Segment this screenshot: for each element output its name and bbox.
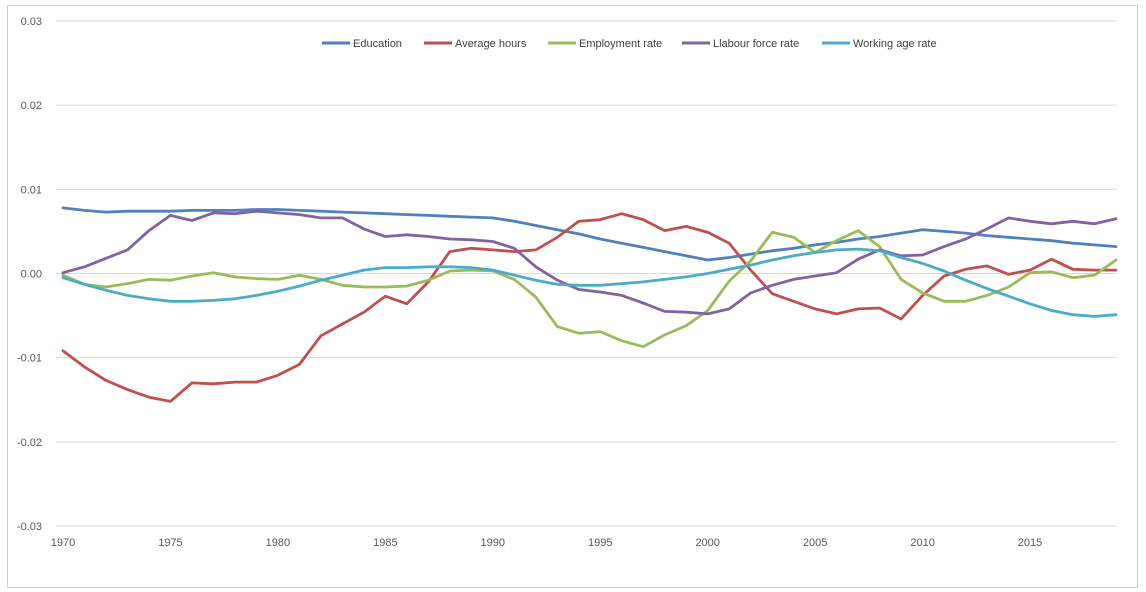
y-tick-label: 0.02 bbox=[21, 100, 42, 112]
legend-label: Employment rate bbox=[579, 38, 662, 50]
x-tick-label: 2000 bbox=[695, 537, 719, 549]
legend-label: Education bbox=[353, 38, 402, 50]
legend-label: Llabour force rate bbox=[713, 38, 799, 50]
x-axis-tick-labels: 1970 1975 1980 1985 1990 1995 2000 2005 2010 2015 bbox=[51, 537, 1043, 549]
gridlines bbox=[56, 20, 1117, 527]
x-tick-label: 1975 bbox=[158, 537, 182, 549]
x-tick-label: 1990 bbox=[481, 537, 505, 549]
x-tick-label: 1995 bbox=[588, 537, 612, 549]
series-line-employment-rate bbox=[61, 229, 1118, 349]
y-axis-tick-labels: 0.03 0.02 0.01 0.00 -0.01 -0.02 -0.03 bbox=[17, 16, 42, 533]
series-line-working-age-rate bbox=[61, 247, 1118, 318]
series-line-average-hours bbox=[61, 212, 1118, 403]
x-tick-label: 1970 bbox=[51, 537, 75, 549]
y-tick-label: -0.01 bbox=[17, 353, 42, 365]
series-line-llabour-force-rate bbox=[61, 209, 1118, 316]
y-tick-label: -0.02 bbox=[17, 437, 42, 449]
x-tick-label: 2005 bbox=[803, 537, 827, 549]
y-tick-label: 0.03 bbox=[21, 16, 42, 28]
y-tick-label: 0.00 bbox=[21, 269, 42, 281]
chart-area bbox=[7, 5, 1138, 588]
y-tick-label: -0.03 bbox=[17, 521, 42, 533]
x-tick-label: 1985 bbox=[373, 537, 397, 549]
y-tick-label: 0.01 bbox=[21, 184, 42, 196]
series-line-education bbox=[61, 206, 1118, 262]
legend-label: Average hours bbox=[455, 38, 527, 50]
x-tick-label: 2015 bbox=[1018, 537, 1042, 549]
series-lines bbox=[61, 206, 1118, 403]
x-tick-label: 1980 bbox=[266, 537, 290, 549]
x-tick-label: 2010 bbox=[910, 537, 934, 549]
legend: Education Average hours Employment rate Lla… bbox=[322, 38, 937, 50]
legend-label: Working age rate bbox=[853, 38, 937, 50]
